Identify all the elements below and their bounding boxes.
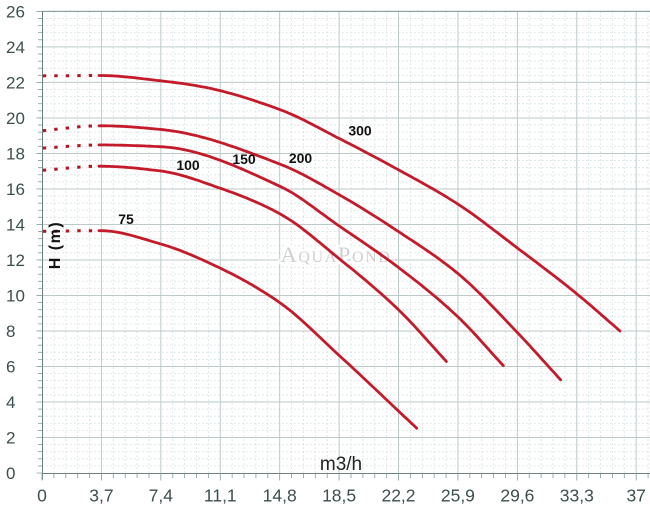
svg-text:150: 150 [232,151,256,167]
svg-text:22: 22 [6,73,25,92]
svg-text:6: 6 [6,358,15,377]
svg-text:11,1: 11,1 [204,486,237,506]
svg-text:33,3: 33,3 [560,486,594,506]
svg-text:4: 4 [6,393,15,412]
svg-text:14: 14 [6,216,25,235]
svg-text:37: 37 [626,486,645,506]
svg-text:24: 24 [6,38,25,57]
svg-text:0: 0 [6,464,15,483]
svg-text:16: 16 [6,180,25,199]
svg-text:18: 18 [6,144,25,163]
svg-text:3,7: 3,7 [89,486,113,506]
svg-text:10: 10 [6,287,25,306]
svg-text:100: 100 [176,157,200,173]
svg-text:m3/h: m3/h [320,454,362,475]
svg-text:2: 2 [6,429,15,448]
svg-text:22,2: 22,2 [381,486,415,506]
svg-text:29,6: 29,6 [500,486,534,506]
svg-text:12: 12 [6,251,25,270]
svg-text:14,8: 14,8 [263,486,297,506]
svg-text:H (m): H (m) [47,221,64,269]
svg-text:20: 20 [6,109,25,128]
svg-text:0: 0 [37,486,47,506]
svg-text:18,5: 18,5 [322,486,356,506]
svg-text:26: 26 [6,2,25,21]
svg-text:300: 300 [348,123,372,139]
svg-text:25,9: 25,9 [441,486,475,506]
svg-text:200: 200 [289,150,313,166]
svg-text:8: 8 [6,322,15,341]
svg-text:7,4: 7,4 [149,486,174,506]
svg-text:75: 75 [118,211,134,227]
